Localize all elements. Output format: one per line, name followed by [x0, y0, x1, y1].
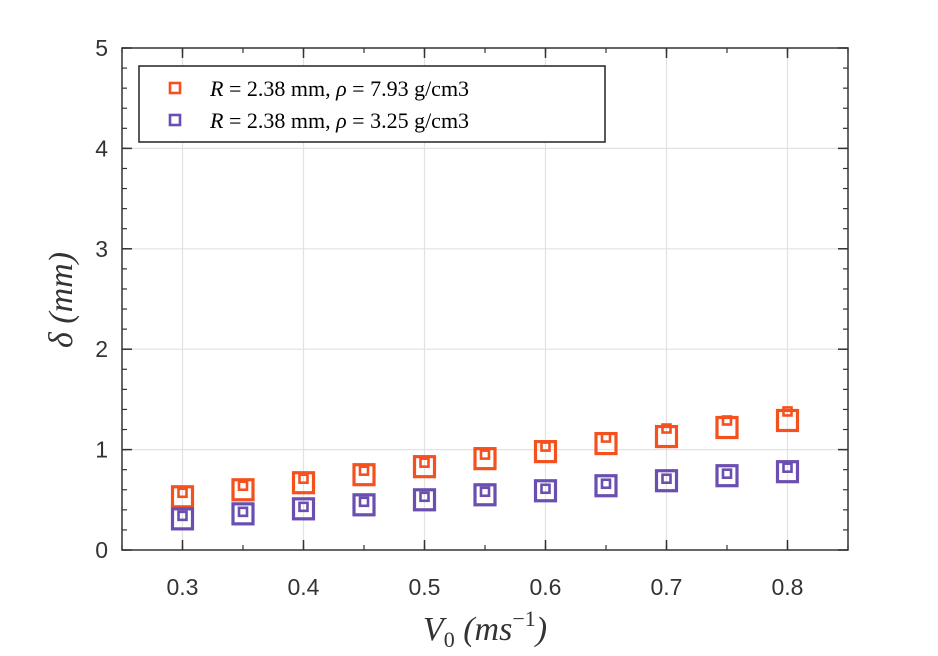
data-point-large-s1	[170, 485, 195, 509]
y-tick-label: 2	[95, 336, 108, 362]
x-axis-subscript: 0	[444, 627, 455, 652]
y-tick-label: 4	[95, 135, 108, 161]
tick-labels: 0.3 0.4 0.5 0.6 0.7 0.8 0 1 2 3 4 5	[95, 35, 803, 600]
legend-text-part: R	[209, 108, 224, 133]
x-tick-label: 0.3	[167, 574, 199, 600]
data-point-small-s1	[358, 465, 370, 476]
axis-ticks	[121, 47, 849, 551]
data-point-large-s1	[231, 478, 255, 502]
data-point-large-s1	[594, 431, 618, 456]
x-tick-label: 0.7	[651, 574, 683, 600]
x-tick-label: 0.8	[772, 574, 804, 600]
data-point-small-s1	[782, 406, 793, 417]
data-point-large-s2	[533, 479, 558, 503]
y-tick-label: 0	[95, 537, 108, 563]
legend-text-part: = 2.38 mm,	[223, 108, 336, 133]
legend-marker-s1	[168, 81, 182, 95]
data-point-large-s2	[473, 483, 497, 507]
x-axis-unit: (ms	[455, 611, 513, 648]
legend-text-part: = 3.25 g/cm3	[347, 108, 469, 133]
legend-label-s1: R = 2.38 mm, ρ = 7.93 g/cm3	[209, 76, 469, 101]
data-point-large-s1	[352, 463, 376, 487]
data-point-large-s2	[412, 488, 437, 512]
legend-text-part: ρ	[335, 108, 347, 133]
data-point-small-s1	[298, 473, 309, 485]
data-point-large-s2	[291, 497, 316, 521]
x-tick-label: 0.5	[409, 574, 441, 600]
y-axis-symbol: δ	[43, 331, 80, 348]
data-point-small-s1	[721, 415, 733, 426]
data-point-small-s2	[782, 462, 793, 473]
x-axis-exponent: −1	[512, 606, 535, 631]
data-point-small-s2	[600, 478, 612, 490]
legend-text-part: ρ	[335, 76, 347, 101]
data-point-small-s1	[540, 441, 551, 452]
data-point-small-s2	[177, 510, 188, 522]
data-point-small-s2	[237, 506, 249, 518]
x-tick-label: 0.4	[288, 574, 320, 600]
data-point-small-s2	[298, 501, 309, 513]
data-point-large-s2	[170, 507, 195, 531]
legend-text-part: = 2.38 mm,	[223, 76, 336, 101]
x-tick-label: 0.6	[530, 574, 562, 600]
data-point-large-s1	[654, 424, 679, 449]
data-point-small-s1	[419, 457, 430, 468]
data-point-small-s2	[479, 486, 491, 498]
data-point-large-s2	[715, 464, 739, 488]
legend-box	[138, 65, 606, 143]
data-point-large-s2	[231, 502, 255, 526]
legend-text-part: R	[209, 76, 224, 101]
y-tick-label: 3	[95, 236, 108, 262]
data-point-large-s1	[291, 471, 316, 495]
x-axis-title: V0 (ms−1)	[423, 606, 547, 652]
data-point-large-s2	[594, 474, 618, 498]
data-point-large-s1	[473, 447, 497, 471]
data-point-small-s1	[479, 449, 491, 460]
data-point-large-s1	[412, 455, 437, 479]
data-point-large-s1	[715, 415, 739, 440]
data-point-small-s1	[600, 432, 612, 443]
y-axis-unit: (mm)	[43, 252, 80, 332]
data-point-small-s1	[661, 423, 672, 434]
data-point-small-s1	[237, 480, 249, 492]
data-point-small-s2	[540, 483, 551, 495]
data-markers	[170, 406, 800, 531]
data-point-small-s1	[177, 487, 188, 499]
data-point-small-s2	[358, 496, 370, 508]
data-point-large-s2	[775, 460, 800, 484]
data-point-small-s2	[419, 491, 430, 503]
data-point-small-s2	[661, 473, 672, 485]
y-tick-label: 1	[95, 437, 108, 463]
data-point-large-s1	[775, 408, 800, 433]
legend-label-s2: R = 2.38 mm, ρ = 3.25 g/cm3	[209, 108, 469, 133]
data-point-small-s2	[721, 468, 733, 479]
y-tick-label: 5	[95, 35, 108, 61]
data-point-large-s2	[352, 493, 376, 517]
x-axis-unit-close: )	[534, 611, 547, 648]
legend-marker-s2	[168, 113, 182, 127]
y-axis-title: δ (mm)	[43, 252, 80, 348]
legend-text-part: = 7.93 g/cm3	[347, 76, 469, 101]
data-point-large-s2	[654, 469, 679, 493]
